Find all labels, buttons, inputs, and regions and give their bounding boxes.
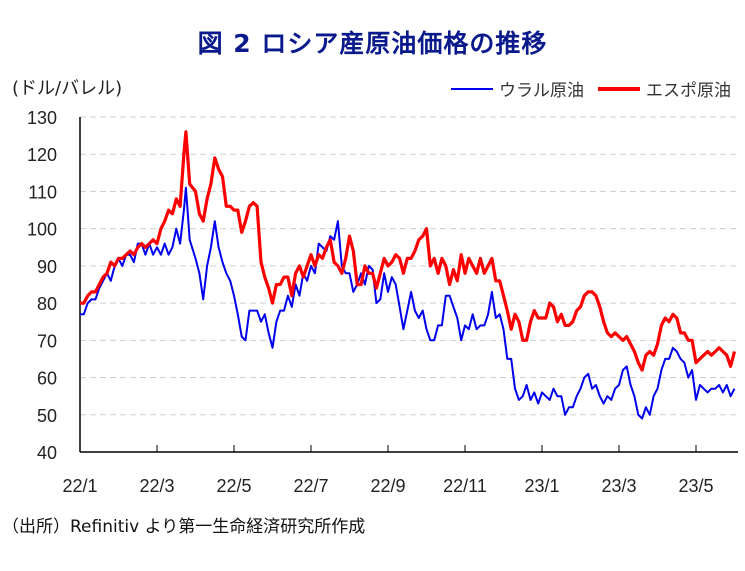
x-tick-label: 23/5	[678, 476, 713, 496]
x-tick-label: 22/3	[139, 476, 174, 496]
legend-swatch-urals	[451, 87, 493, 90]
y-tick-label: 50	[37, 406, 57, 426]
y-tick-label: 80	[37, 294, 57, 314]
y-tick-label: 120	[27, 145, 57, 165]
legend-label-espo: エスポ原油	[646, 81, 731, 101]
series-line-urals	[80, 186, 736, 420]
y-axis-unit-label: (ドル/バレル)	[12, 78, 123, 99]
x-tick-label: 22/5	[216, 476, 251, 496]
x-tick-label: 22/9	[370, 476, 405, 496]
y-tick-label: 90	[37, 257, 57, 277]
y-tick-label: 60	[37, 369, 57, 389]
series-line-espo	[80, 130, 737, 372]
x-tick-label: 22/11	[443, 476, 487, 496]
y-tick-label: 110	[28, 182, 57, 202]
x-tick-label: 22/7	[293, 476, 328, 496]
legend-item-espo: エスポ原油	[598, 76, 731, 101]
x-tick-label: 23/1	[524, 476, 559, 496]
legend: ウラル原油 エスポ原油	[437, 76, 731, 101]
y-tick-label: 40	[37, 443, 57, 463]
source-note: （出所）Refinitiv より第一生命経済研究所作成	[2, 517, 366, 537]
legend-swatch-espo	[598, 86, 640, 91]
y-tick-label: 100	[27, 220, 57, 240]
x-tick-label: 23/3	[601, 476, 636, 496]
legend-label-urals: ウラル原油	[499, 81, 584, 101]
chart-title: 図 2 ロシア産原油価格の推移	[197, 29, 548, 58]
x-tick-label: 22/1	[62, 476, 97, 496]
y-tick-label: 130	[27, 108, 57, 128]
legend-item-urals: ウラル原油	[451, 76, 584, 101]
y-tick-label: 70	[37, 331, 57, 351]
